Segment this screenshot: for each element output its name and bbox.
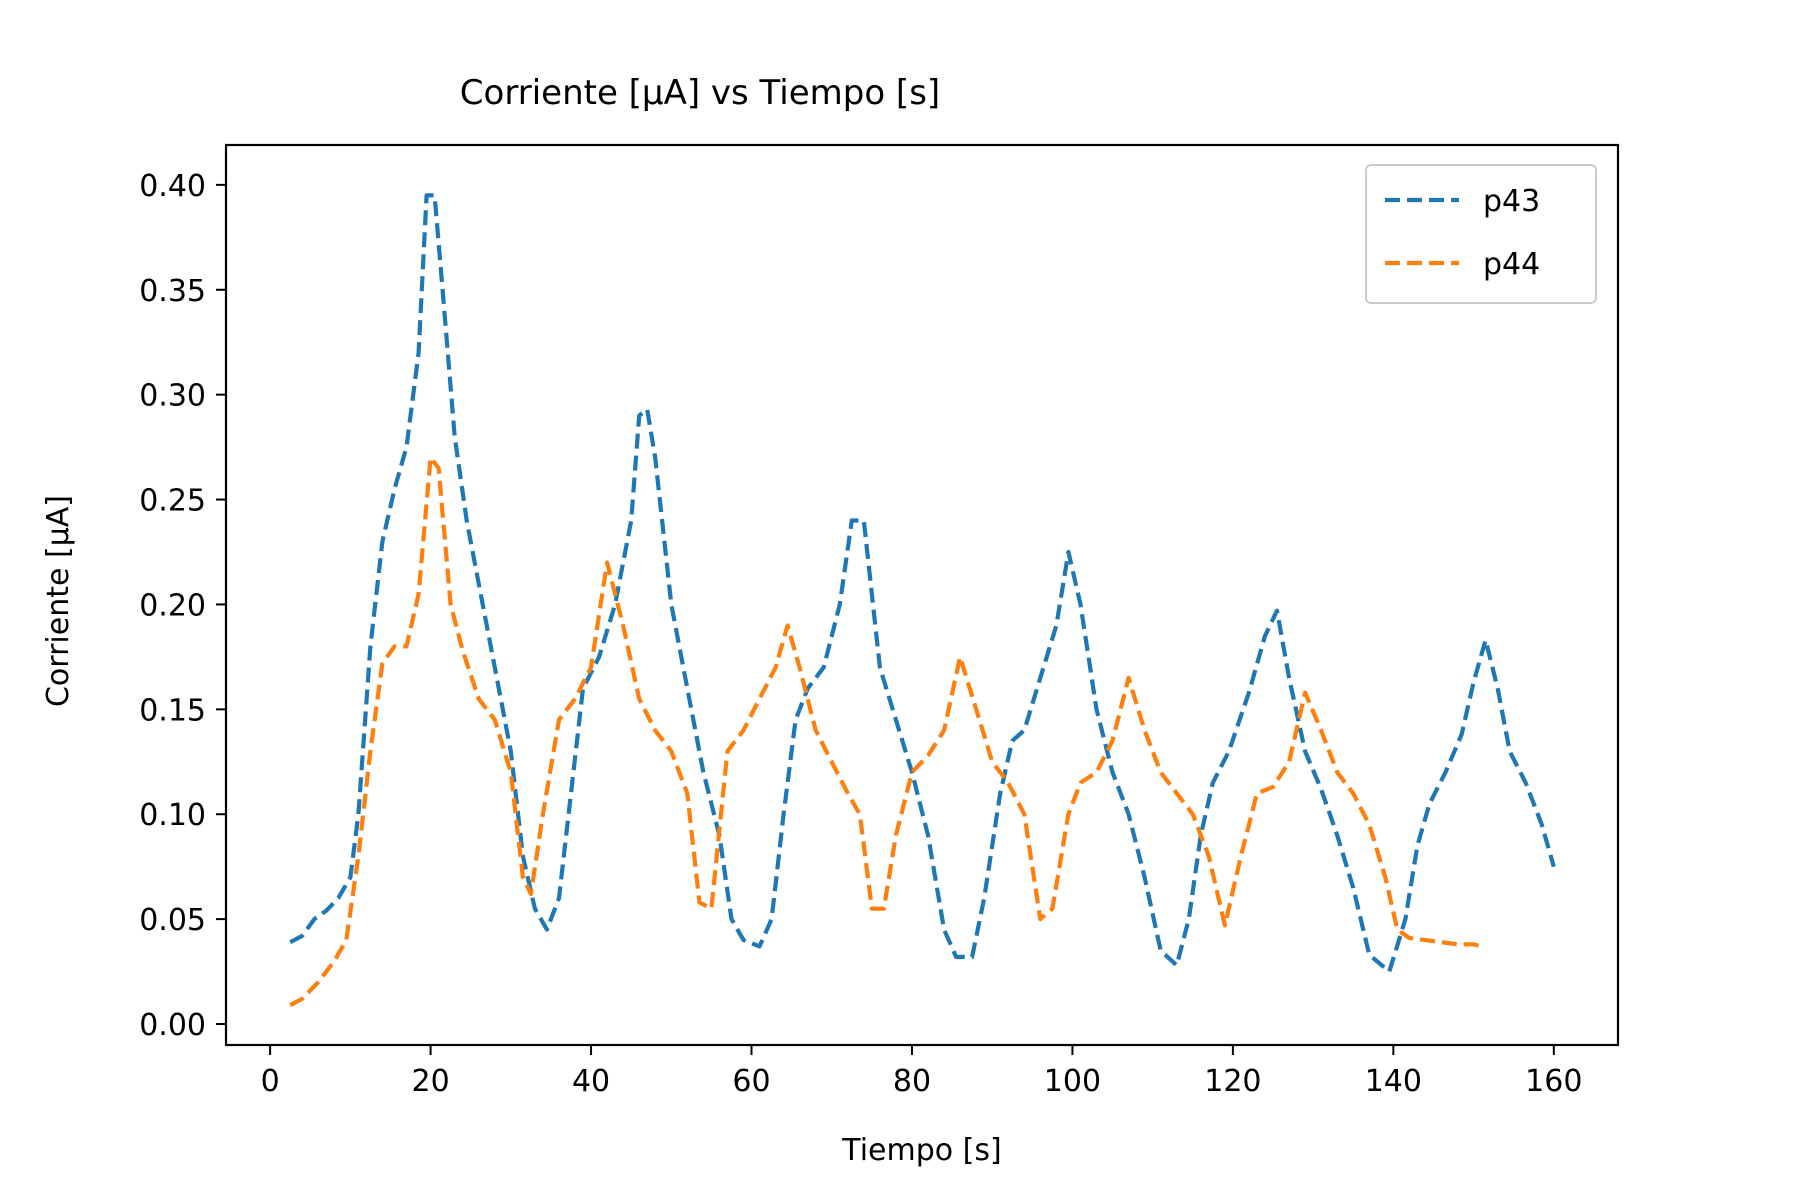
y-tick-label: 0.05 bbox=[139, 903, 206, 938]
x-tick-label: 100 bbox=[1044, 1064, 1101, 1099]
legend-box bbox=[1365, 164, 1597, 304]
series-line-p43 bbox=[289, 193, 1556, 974]
x-tick-label: 40 bbox=[572, 1064, 610, 1099]
chart-title: Corriente [μA] vs Tiempo [s] bbox=[460, 73, 940, 113]
x-tick-label: 120 bbox=[1204, 1064, 1261, 1099]
series-line-p44 bbox=[289, 455, 1483, 1007]
y-tick-label: 0.25 bbox=[139, 484, 206, 519]
x-tick-label: 160 bbox=[1525, 1064, 1582, 1099]
y-tick-label: 0.40 bbox=[139, 169, 206, 204]
y-tick-label: 0.00 bbox=[139, 1008, 206, 1043]
x-axis-ticks: 0 20 40 60 80 100 120 140 160 bbox=[261, 1045, 1582, 1099]
series-layer bbox=[289, 193, 1556, 1007]
legend-label-p43: p43 bbox=[1483, 184, 1540, 219]
legend-label-p44: p44 bbox=[1483, 247, 1540, 282]
x-tick-label: 60 bbox=[732, 1064, 770, 1099]
y-tick-label: 0.15 bbox=[139, 693, 206, 728]
y-tick-label: 0.30 bbox=[139, 379, 206, 414]
y-tick-label: 0.20 bbox=[139, 588, 206, 623]
x-tick-label: 20 bbox=[411, 1064, 449, 1099]
x-axis-label: Tiempo [s] bbox=[841, 1133, 1001, 1168]
x-tick-label: 80 bbox=[893, 1064, 931, 1099]
y-axis-label: Corriente [μA] bbox=[41, 495, 76, 707]
y-tick-label: 0.35 bbox=[139, 274, 206, 309]
y-axis-ticks: 0.00 0.05 0.10 0.15 0.20 0.25 0.30 0.35 0.40 bbox=[139, 169, 226, 1043]
x-tick-label: 0 bbox=[261, 1064, 280, 1099]
x-tick-label: 140 bbox=[1365, 1064, 1422, 1099]
legend: p43 p44 bbox=[1365, 164, 1597, 304]
y-tick-label: 0.10 bbox=[139, 798, 206, 833]
plot-frame bbox=[224, 143, 1620, 1047]
